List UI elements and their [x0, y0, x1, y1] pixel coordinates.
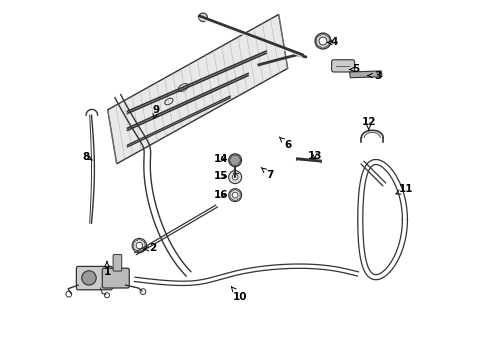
- Text: 12: 12: [361, 117, 375, 130]
- Text: 10: 10: [231, 287, 247, 302]
- Circle shape: [81, 271, 96, 285]
- Text: 3: 3: [367, 71, 381, 81]
- Circle shape: [232, 192, 238, 198]
- Circle shape: [136, 242, 142, 249]
- Text: 13: 13: [307, 150, 321, 161]
- Circle shape: [104, 293, 109, 298]
- Text: 6: 6: [279, 137, 291, 150]
- FancyBboxPatch shape: [331, 60, 354, 72]
- Circle shape: [132, 238, 146, 253]
- Text: 15: 15: [213, 171, 228, 181]
- Text: 5: 5: [349, 64, 359, 75]
- FancyBboxPatch shape: [113, 255, 122, 271]
- Ellipse shape: [164, 98, 173, 105]
- FancyBboxPatch shape: [102, 268, 129, 288]
- Text: 11: 11: [395, 184, 413, 194]
- Circle shape: [228, 154, 241, 167]
- Ellipse shape: [178, 84, 188, 91]
- FancyBboxPatch shape: [76, 266, 112, 290]
- Polygon shape: [349, 71, 381, 78]
- Text: 2: 2: [143, 243, 156, 253]
- Circle shape: [314, 33, 330, 49]
- Text: 1: 1: [103, 261, 110, 277]
- Polygon shape: [107, 14, 287, 164]
- Circle shape: [232, 174, 238, 180]
- Circle shape: [228, 189, 241, 202]
- Circle shape: [199, 13, 207, 22]
- Text: 16: 16: [213, 190, 228, 200]
- Text: 9: 9: [152, 105, 160, 118]
- Circle shape: [318, 37, 326, 45]
- Text: 7: 7: [261, 167, 273, 180]
- Text: 8: 8: [82, 152, 92, 162]
- Circle shape: [228, 171, 241, 184]
- Text: 4: 4: [327, 37, 338, 48]
- Text: 14: 14: [213, 154, 228, 164]
- Circle shape: [66, 291, 72, 297]
- Circle shape: [140, 289, 145, 294]
